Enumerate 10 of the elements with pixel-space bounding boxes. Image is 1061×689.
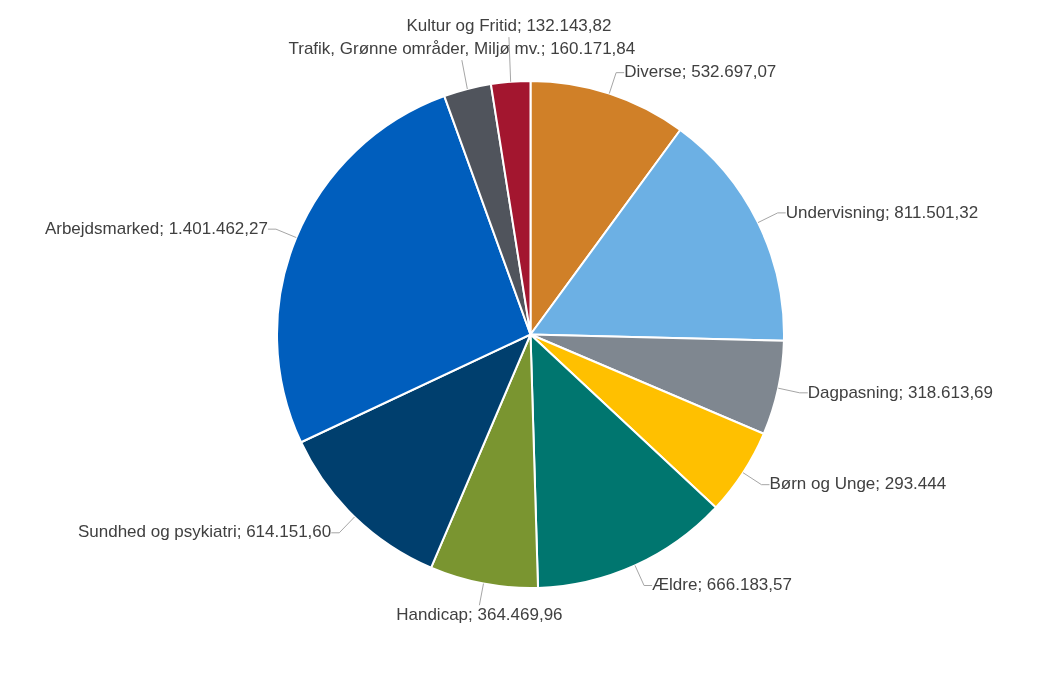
slice-label: Arbejdsmarked; 1.401.462,27 bbox=[44, 218, 268, 238]
slice-label: Kultur og Fritid; 132.143,82 bbox=[406, 16, 612, 36]
slice-label: Diverse; 532.697,07 bbox=[624, 62, 777, 82]
slice-label: Børn og Unge; 293.444 bbox=[769, 474, 947, 494]
slice-label: Trafik, Grønne områder, Miljø mv.; 160.171,84 bbox=[288, 39, 636, 59]
slice-label: Dagpasning; 318.613,69 bbox=[807, 382, 994, 402]
slice-label: Ældre; 666.183,57 bbox=[652, 575, 792, 595]
slice-label: Undervisning; 811.501,32 bbox=[785, 202, 979, 222]
slice-label: Handicap; 364.469,96 bbox=[396, 605, 563, 625]
slice-label: Sundhed og psykiatri; 614.151,60 bbox=[77, 522, 332, 542]
